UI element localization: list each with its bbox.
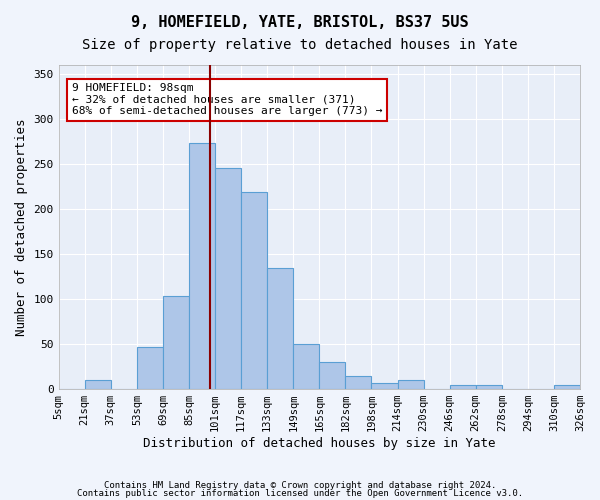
Text: Size of property relative to detached houses in Yate: Size of property relative to detached ho…: [82, 38, 518, 52]
Bar: [241, 192, 267, 389]
Bar: [267, 268, 293, 389]
Text: 9 HOMEFIELD: 98sqm
← 32% of detached houses are smaller (371)
68% of semi-detach: 9 HOMEFIELD: 98sqm ← 32% of detached hou…: [72, 83, 382, 116]
Bar: [476, 386, 502, 389]
Bar: [449, 386, 476, 389]
Bar: [346, 376, 371, 389]
Bar: [137, 347, 163, 389]
Text: Contains public sector information licensed under the Open Government Licence v3: Contains public sector information licen…: [77, 488, 523, 498]
Bar: [371, 383, 398, 389]
Bar: [163, 296, 189, 389]
Bar: [293, 344, 319, 389]
Bar: [189, 144, 215, 389]
Y-axis label: Number of detached properties: Number of detached properties: [15, 118, 28, 336]
Bar: [554, 386, 580, 389]
X-axis label: Distribution of detached houses by size in Yate: Distribution of detached houses by size …: [143, 437, 496, 450]
Bar: [215, 168, 241, 389]
Text: 9, HOMEFIELD, YATE, BRISTOL, BS37 5US: 9, HOMEFIELD, YATE, BRISTOL, BS37 5US: [131, 15, 469, 30]
Bar: [398, 380, 424, 389]
Bar: [85, 380, 111, 389]
Text: Contains HM Land Registry data © Crown copyright and database right 2024.: Contains HM Land Registry data © Crown c…: [104, 481, 496, 490]
Bar: [319, 362, 346, 389]
